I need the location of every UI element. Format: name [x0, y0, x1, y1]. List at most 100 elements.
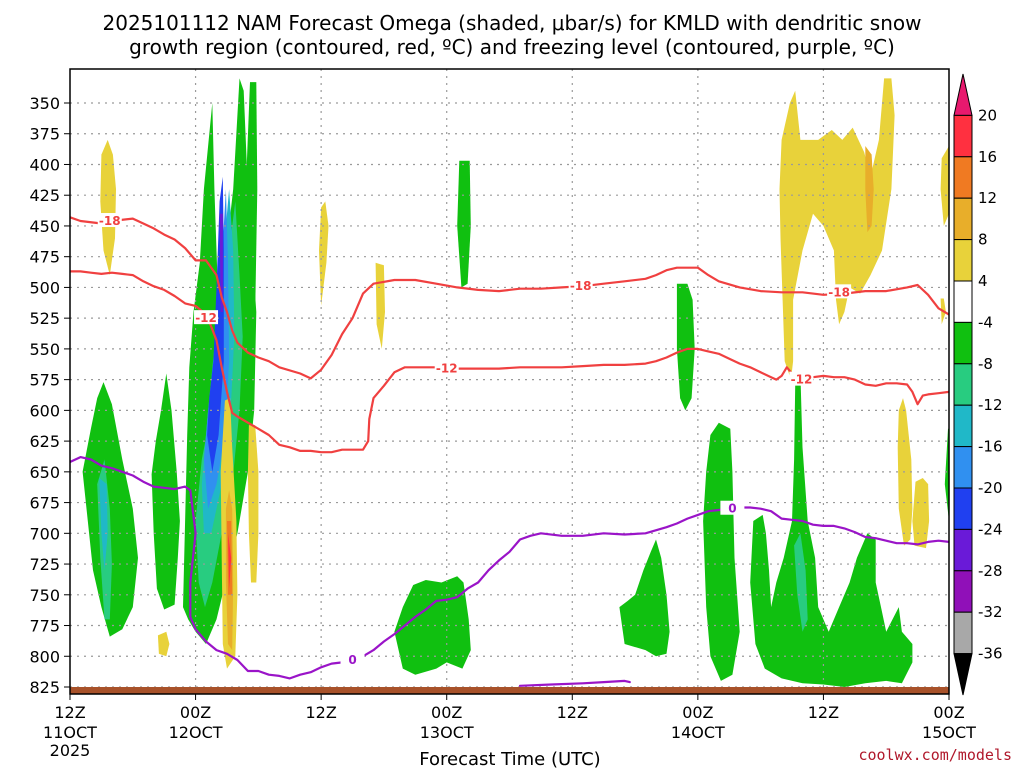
colorbar-label: -36	[978, 645, 1003, 663]
y-tick-label: 650	[29, 463, 60, 482]
colorbar: 20 16 12 8 4 -4 -8 -12 -16 -20 -24 -28 -32 -36	[953, 73, 1003, 696]
omega-region-26	[940, 146, 949, 226]
contour-label-bg	[434, 360, 459, 375]
colorbar-swatch	[953, 156, 973, 199]
contour-label: -12	[791, 373, 813, 387]
contour-line-0	[70, 216, 949, 380]
x-tick-label-date: 12OCT	[169, 723, 223, 742]
colorbar-label: -32	[978, 603, 1003, 621]
x-tick-label-date: 15OCT	[922, 723, 976, 742]
y-tick-label: 750	[29, 586, 60, 605]
contour-label: -12	[436, 362, 458, 376]
credit-text: coolwx.com/models	[858, 746, 1012, 764]
y-tick-label: 425	[29, 186, 60, 205]
omega-region-1	[151, 373, 180, 610]
contour-line-3	[70, 456, 949, 680]
omega-region-6	[394, 576, 471, 675]
contour-label-bg	[340, 651, 365, 666]
x-tick-label-time: 12Z	[557, 703, 588, 722]
chart-title-line-1: 2025101112 NAM Forecast Omega (shaded, μ…	[103, 11, 922, 35]
omega-region-33	[228, 533, 232, 589]
omega-region-10	[944, 428, 949, 521]
omega-region-21	[375, 262, 385, 349]
omega-region-30	[865, 146, 874, 233]
omega-region-13	[794, 533, 808, 632]
contour-label-bg	[720, 500, 745, 515]
y-tick-label: 400	[29, 155, 60, 174]
colorbar-swatch	[953, 239, 973, 282]
surface-terrain-band	[70, 687, 949, 694]
colorbar-bottom-arrow	[953, 653, 973, 696]
contour-label-bg	[789, 371, 814, 386]
y-tick-label: 775	[29, 617, 60, 636]
omega-region-8	[703, 422, 740, 681]
colorbar-swatch	[953, 446, 973, 489]
x-tick-label-time: 12Z	[305, 703, 336, 722]
contour-line-4	[518, 679, 631, 687]
omega-region-7	[619, 539, 670, 657]
y-tick-label: 575	[29, 371, 60, 390]
omega-region-17	[207, 176, 224, 472]
y-tick-label: 700	[29, 524, 60, 543]
colorbar-label: -24	[978, 520, 1003, 538]
y-tick-label: 500	[29, 278, 60, 297]
omega-region-25	[779, 78, 895, 380]
omega-region-28	[897, 398, 913, 546]
y-tick-label: 600	[29, 401, 60, 420]
y-tick-label: 450	[29, 217, 60, 236]
x-tick-label-time: 12Z	[808, 703, 839, 722]
omega-region-23	[247, 425, 259, 583]
colorbar-label: -4	[978, 313, 993, 331]
colorbar-label: 12	[978, 189, 997, 207]
y-tick-label: 625	[29, 432, 60, 451]
omega-region-24	[157, 631, 170, 657]
y-tick-label: 825	[29, 678, 60, 697]
contour-label-bg	[827, 284, 852, 299]
omega-region-18	[219, 213, 223, 312]
plot-border	[69, 68, 950, 695]
x-tick-label-time: 00Z	[933, 703, 964, 722]
colorbar-swatch	[953, 114, 973, 158]
contour-label-bg	[97, 213, 122, 228]
omega-region-3	[242, 82, 258, 374]
contour-label: -18	[828, 285, 850, 299]
contour-label: -18	[570, 279, 592, 293]
x-tick-label-time: 12Z	[54, 703, 85, 722]
colorbar-swatch	[953, 404, 973, 448]
omega-region-9	[750, 373, 913, 687]
omega-region-29	[912, 478, 930, 549]
y-tick-label: 550	[29, 340, 60, 359]
x-tick-label-year: 2025	[50, 741, 91, 760]
y-tick-label: 525	[29, 309, 60, 328]
plot-area: -18 -18 -18 -12 -12 -12 0 0	[70, 69, 949, 694]
y-tick-label: 350	[29, 94, 60, 113]
x-tick-label-time: 00Z	[180, 703, 211, 722]
y-tick-label: 375	[29, 125, 60, 144]
omega-region-0	[82, 382, 138, 637]
contour-label: -12	[195, 311, 217, 325]
colorbar-label: -8	[978, 355, 993, 373]
x-tick-label-time: 00Z	[682, 703, 713, 722]
contour-label-bg	[568, 278, 593, 293]
x-axis-title: Forecast Time (UTC)	[419, 749, 600, 768]
omega-region-19	[100, 139, 116, 276]
x-tick-label-date: 14OCT	[671, 723, 725, 742]
chart-title-line-2: growth region (contoured, red, ºC) and f…	[129, 35, 895, 59]
contour-lines: -18 -18 -18 -12 -12 -12 0 0	[70, 213, 949, 687]
colorbar-label: -28	[978, 562, 1003, 580]
colorbar-swatch	[953, 280, 973, 323]
colorbar-label: -12	[978, 396, 1003, 414]
colorbar-swatch	[953, 570, 973, 613]
colorbar-swatch	[953, 611, 973, 655]
contour-label: 0	[728, 502, 736, 516]
x-tick-label-date: 11OCT	[43, 723, 97, 742]
colorbar-swatch	[953, 321, 973, 365]
omega-region-5	[676, 283, 695, 411]
colorbar-swatch	[953, 197, 973, 241]
colorbar-label: 16	[978, 148, 997, 166]
colorbar-swatch	[953, 528, 973, 572]
colorbar-label: 20	[978, 106, 997, 124]
y-tick-label: 675	[29, 494, 60, 513]
